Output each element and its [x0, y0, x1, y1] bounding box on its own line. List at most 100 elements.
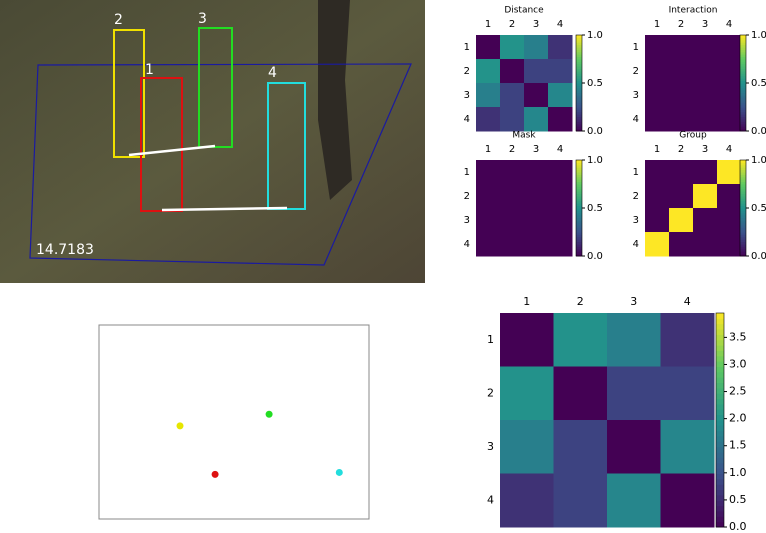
colorbar-label: 2.5 [729, 385, 747, 398]
x-tick-label: 1 [485, 144, 491, 155]
colorbar-segment [716, 506, 724, 512]
heatmap-cell [500, 367, 554, 421]
heatmap-cell [476, 59, 501, 84]
colorbar-segment [716, 372, 724, 378]
heatmap-cell [693, 107, 718, 132]
heatmap-cell [717, 232, 742, 257]
colorbar-label: 1.0 [587, 155, 603, 166]
heatmap-cell [548, 160, 573, 185]
colorbar-label: 1.0 [751, 155, 766, 166]
heatmap-cell [669, 59, 694, 84]
y-tick-label: 3 [464, 215, 470, 226]
x-tick-label: 4 [557, 19, 563, 30]
y-tick-label: 3 [633, 90, 639, 101]
chart-title: Group [679, 131, 707, 141]
x-tick-label: 1 [523, 295, 530, 308]
heatmap-cell [548, 59, 573, 84]
heatmap-cell [548, 83, 573, 108]
x-tick-label: 1 [485, 19, 491, 30]
heatmap-cell [717, 83, 742, 108]
colorbar-segment [716, 420, 724, 426]
colorbar-segment [716, 522, 724, 528]
x-tick-label: 3 [702, 19, 708, 30]
colorbar-label: 0.5 [587, 203, 603, 214]
chart-title: Distance [504, 6, 544, 16]
heatmap-cell [645, 160, 670, 185]
heatmap-cell [524, 208, 549, 233]
point [266, 411, 273, 418]
heatmap-cell [476, 232, 501, 257]
colorbar-segment [716, 441, 724, 447]
heatmap-cell [524, 184, 549, 209]
heatmap-cell [717, 59, 742, 84]
x-tick-label: 2 [678, 144, 684, 155]
colorbar-label: 0.0 [587, 126, 603, 137]
colorbar-segment [740, 160, 746, 163]
colorbar-label: 0.0 [587, 251, 603, 262]
heatmap-cell [607, 313, 661, 367]
x-tick-label: 3 [702, 144, 708, 155]
colorbar-label: 1.0 [729, 466, 747, 479]
chart-title: Mask [512, 131, 536, 141]
colorbar-label: 0.5 [751, 78, 766, 89]
colorbar-segment [716, 367, 724, 373]
heatmap-cell [693, 184, 718, 209]
heatmap-cell [693, 232, 718, 257]
box-label: 1 [145, 62, 154, 78]
colorbar-label: 0.5 [751, 203, 766, 214]
heatmap-cell [717, 107, 742, 132]
heatmap-cell [524, 59, 549, 84]
colorbar-segment [716, 436, 724, 442]
colorbar-segment [716, 404, 724, 410]
heatmap-cell [548, 208, 573, 233]
x-tick-label: 2 [577, 295, 584, 308]
colorbar-segment [716, 463, 724, 469]
colorbar-segment [716, 340, 724, 346]
heatmap-cell [645, 232, 670, 257]
y-tick-label: 1 [633, 42, 639, 53]
y-tick-label: 4 [633, 114, 639, 125]
colorbar-label: 0.5 [729, 493, 747, 506]
colorbar-segment [716, 425, 724, 431]
heatmap-cell [548, 35, 573, 60]
colorbar-segment [576, 160, 582, 163]
y-tick-label: 2 [464, 66, 470, 77]
heatmap-cell [500, 35, 525, 60]
y-tick-label: 2 [633, 191, 639, 202]
colorbar-segment [716, 490, 724, 496]
colorbar-segment [716, 457, 724, 463]
colorbar-segment [716, 431, 724, 437]
colorbar-segment [716, 393, 724, 399]
y-tick-label: 1 [633, 167, 639, 178]
colorbar-segment [716, 495, 724, 501]
heatmap-cell [500, 313, 554, 367]
colorbar-segment [716, 447, 724, 453]
colorbar-segment [716, 468, 724, 474]
heatmap-cell [669, 35, 694, 60]
heatmap-cell [693, 59, 718, 84]
colorbar-segment [716, 399, 724, 405]
colorbar-label: 0.5 [587, 78, 603, 89]
colorbar-label: 0.0 [729, 520, 747, 533]
heatmap-cell [524, 160, 549, 185]
heatmap-cell [476, 83, 501, 108]
colorbar-segment [716, 383, 724, 389]
heatmap-cell [500, 232, 525, 257]
colorbar-label: 0.0 [751, 126, 766, 137]
heatmap-cell [645, 184, 670, 209]
heatmap-cell [476, 35, 501, 60]
heatmap-cell [693, 35, 718, 60]
heatmap-cell [548, 232, 573, 257]
y-tick-label: 1 [464, 42, 470, 53]
heatmap-cell [476, 184, 501, 209]
colorbar-segment [716, 452, 724, 458]
colorbar-segment [716, 313, 724, 319]
heatmap-cell [669, 232, 694, 257]
colorbar-segment [716, 350, 724, 356]
colorbar-segment [716, 500, 724, 506]
heatmap-cell [717, 184, 742, 209]
heatmap-cell [669, 160, 694, 185]
y-tick-label: 1 [487, 333, 494, 346]
colorbar-segment [716, 516, 724, 522]
heatmap-cell [548, 184, 573, 209]
